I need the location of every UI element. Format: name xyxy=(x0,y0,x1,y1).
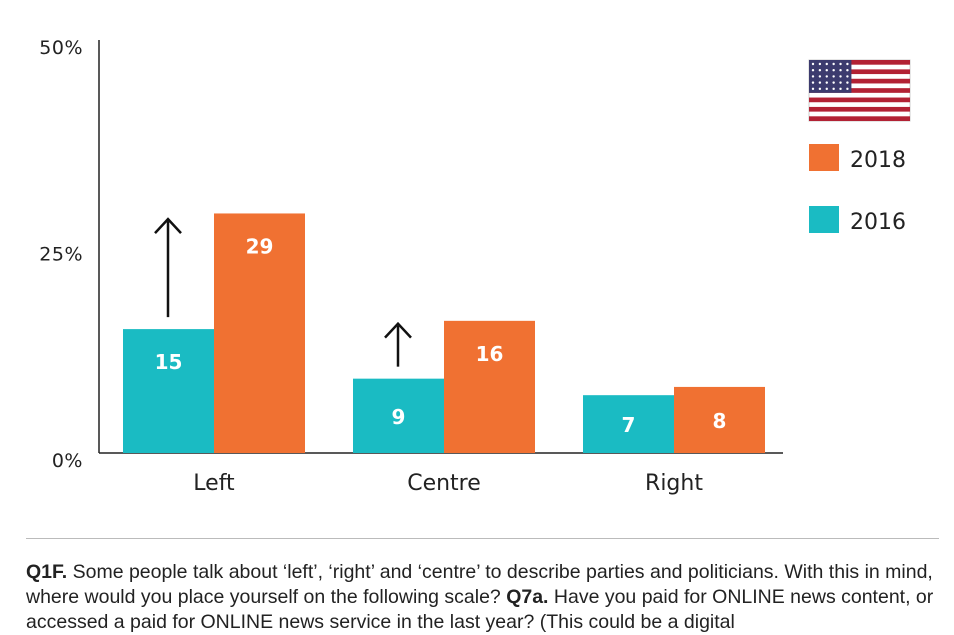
chart-bars: 15 29 9 16 7 8 xyxy=(123,213,765,453)
flag-stripe xyxy=(809,106,910,112)
legend-swatch-2016 xyxy=(809,206,839,233)
bar-2016-left xyxy=(123,329,214,453)
data-label-2016-right: 7 xyxy=(622,413,636,437)
y-tick-label: 0% xyxy=(52,450,83,472)
flag-star xyxy=(811,87,815,91)
flag-star xyxy=(832,69,835,72)
bar-2016-right xyxy=(583,395,674,453)
flag-star xyxy=(825,62,828,66)
chart-axes: 0% 25% 50% Left Centre Right xyxy=(39,37,783,496)
flag-star xyxy=(846,87,849,91)
legend-swatch-2018 xyxy=(809,144,839,171)
flag-star xyxy=(811,81,815,84)
flag-star xyxy=(811,62,815,66)
flag-star xyxy=(825,87,828,91)
flag-star xyxy=(825,81,828,84)
x-tick-label: Centre xyxy=(407,471,481,496)
flag-star xyxy=(846,62,849,66)
y-tick-label: 50% xyxy=(39,37,83,59)
bar-2018-centre xyxy=(444,320,535,453)
data-label-2018-left: 29 xyxy=(246,234,274,258)
flag-star xyxy=(818,75,822,78)
flag-star xyxy=(825,75,828,78)
footnote: Q1F. Some people talk about ‘left’, ‘rig… xyxy=(26,560,941,635)
footnote-divider xyxy=(26,538,939,539)
flag-star xyxy=(811,69,815,72)
flag-stripe xyxy=(809,88,910,93)
flag-star xyxy=(839,69,842,72)
flag-star xyxy=(832,87,835,91)
flag-stripe xyxy=(809,97,910,103)
footnote-q7-label: Q7a. xyxy=(506,586,549,608)
y-tick-label: 25% xyxy=(39,244,83,266)
legend-label-2016: 2016 xyxy=(850,210,906,235)
chart-arrows xyxy=(154,217,412,367)
flag-stripe xyxy=(809,116,910,121)
up-arrow-head-icon xyxy=(384,321,412,339)
flag-star xyxy=(818,69,822,72)
us-flag-icon xyxy=(808,59,911,122)
flag-star xyxy=(825,69,828,72)
flag-star xyxy=(811,75,815,78)
flag-star xyxy=(846,75,849,78)
flag-star xyxy=(832,75,835,78)
flag-star xyxy=(839,81,842,84)
flag-star xyxy=(839,75,842,78)
flag-star xyxy=(832,81,835,84)
bar-2016-centre xyxy=(353,378,444,453)
data-label-2016-left: 15 xyxy=(155,350,183,374)
flag-star xyxy=(818,87,822,91)
flag-star xyxy=(839,62,842,66)
flag-star xyxy=(818,62,822,66)
data-label-2016-centre: 9 xyxy=(392,405,406,429)
legend-label-2018: 2018 xyxy=(850,148,906,173)
flag-star xyxy=(839,87,842,91)
flag-canton xyxy=(809,60,852,93)
flag-stripe xyxy=(809,78,910,84)
footnote-q1-text: Some people talk about ‘left’, ‘right’ a… xyxy=(26,561,933,608)
chart-legend: 2018 2016 xyxy=(808,59,911,235)
x-tick-label: Right xyxy=(645,471,703,496)
bar-2018-right xyxy=(674,386,765,453)
flag-stripe xyxy=(809,69,910,75)
flag-star xyxy=(846,81,849,84)
x-tick-label: Left xyxy=(193,471,235,496)
up-arrow-head-icon xyxy=(154,217,182,234)
data-label-2018-centre: 16 xyxy=(476,342,504,366)
flag-stripe xyxy=(809,60,910,65)
data-label-2018-right: 8 xyxy=(713,409,727,433)
flag-star xyxy=(846,69,849,72)
flag-star xyxy=(832,62,835,66)
footnote-q1-label: Q1F. xyxy=(26,561,68,583)
flag-star xyxy=(818,81,822,84)
bar-2018-left xyxy=(214,213,305,453)
